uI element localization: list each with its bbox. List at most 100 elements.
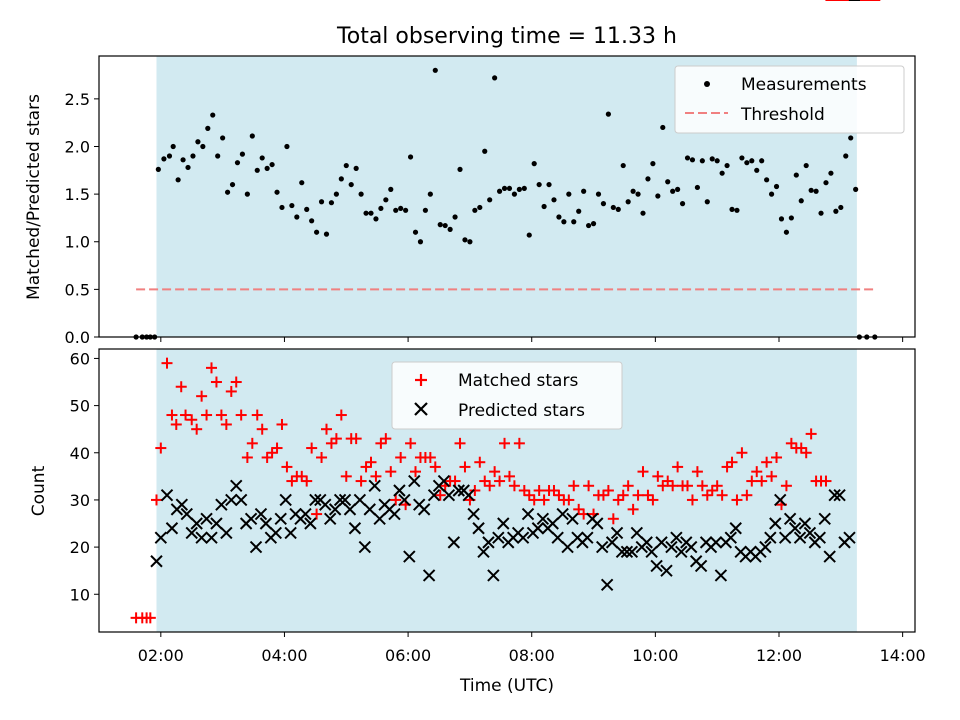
matched-star-point: [365, 456, 377, 468]
predicted-star-point: [516, 531, 530, 544]
measurement-point: [403, 207, 409, 213]
predicted-star-point: [338, 493, 352, 507]
matched-star-point: [201, 409, 213, 421]
matched-star-point: [325, 437, 337, 449]
measurement-point: [279, 204, 285, 211]
measurement-point: [764, 177, 770, 183]
measurement-point: [729, 206, 735, 212]
measurement-point: [699, 158, 705, 164]
predicted-star-point: [427, 489, 441, 502]
predicted-star-point: [551, 531, 564, 544]
predicted-star-point: [185, 526, 198, 540]
predicted-star-point: [521, 507, 535, 521]
matched-star-point: [617, 489, 629, 501]
matched-star-point: [246, 437, 258, 449]
measurement-point: [521, 185, 527, 192]
measurement-point: [576, 208, 582, 214]
measurement-point: [388, 186, 394, 192]
ratio-plot-frame: [98, 55, 916, 338]
predicted-star-point: [660, 564, 673, 577]
measurement-point: [709, 156, 715, 162]
predicted-star-point: [472, 522, 485, 535]
measurement-point: [684, 155, 691, 161]
count-y-axis-ticks: 10 20 30 40 50 60: [70, 349, 99, 604]
matched-star-point: [805, 428, 817, 440]
measurement-point: [412, 229, 419, 235]
measurement-point: [166, 153, 173, 159]
matched-star-point: [568, 480, 580, 492]
predicted-stars-legend-label: Predicted stars: [458, 401, 585, 421]
measurement-point: [759, 158, 765, 164]
predicted-star-point: [363, 503, 376, 516]
matched-star-point: [637, 466, 649, 478]
predicted-star-point: [210, 517, 223, 530]
predicted-star-point: [279, 493, 292, 507]
count-legend: Matched stars Predicted stars: [391, 361, 623, 430]
measurement-point: [689, 157, 696, 163]
measurement-point: [234, 160, 241, 166]
measurement-point: [640, 210, 646, 216]
measurement-point: [195, 139, 201, 145]
measurement-point: [828, 170, 834, 176]
measurement-point: [754, 167, 760, 173]
matched-star-point: [632, 489, 644, 501]
matched-star-point: [716, 489, 728, 501]
matched-star-point: [474, 456, 486, 468]
matched-star-point: [523, 489, 535, 501]
matched-star-point: [686, 494, 698, 506]
predicted-star-point: [150, 555, 163, 568]
matched-star-point: [186, 414, 198, 426]
matched-star-point: [256, 423, 268, 435]
predicted-star-point: [462, 489, 475, 502]
matched-star-point: [766, 470, 778, 482]
measurement-point: [269, 161, 275, 168]
measurement-point: [670, 188, 676, 194]
measurement-point: [724, 162, 730, 169]
predicted-star-point: [482, 536, 495, 549]
x-tick-label: 06:00: [385, 646, 431, 665]
measurement-points: [133, 67, 878, 340]
measurement-point: [551, 197, 557, 203]
measurement-point: [348, 181, 354, 188]
matched-star-point: [652, 470, 664, 482]
measurement-point: [323, 231, 330, 237]
predicted-star-point: [843, 531, 856, 544]
measurement-point: [744, 160, 750, 166]
matched-star-point: [241, 451, 253, 463]
matched-star-point: [215, 409, 227, 421]
matched-star-point: [469, 485, 481, 496]
measurement-point: [244, 191, 250, 197]
predicted-star-point: [274, 512, 287, 526]
predicted-star-point: [299, 507, 312, 521]
measurement-point: [333, 191, 339, 197]
predicted-star-point: [487, 569, 500, 582]
matched-star-point: [144, 612, 156, 624]
predicted-star-point: [393, 484, 406, 497]
measurement-point: [679, 201, 686, 207]
measurement-point: [655, 193, 661, 199]
predicted-star-point: [328, 503, 342, 516]
measurement-point: [482, 148, 488, 154]
measurement-point: [660, 124, 666, 131]
predicted-star-point: [645, 545, 658, 559]
predicted-stars-legend-marker: [414, 402, 428, 416]
matched-star-point: [390, 494, 402, 506]
matched-star-point: [405, 437, 417, 449]
predicted-star-point: [665, 540, 678, 554]
measurement-point: [798, 198, 804, 204]
predicted-star-point: [269, 526, 283, 540]
predicted-star-point: [373, 512, 386, 526]
predicted-star-point: [803, 526, 817, 540]
matched-star-point: [266, 447, 278, 459]
matched-star-point: [657, 480, 669, 492]
measurement-point: [393, 207, 399, 213]
predicted-star-point: [675, 545, 688, 559]
matched-star-point: [573, 503, 585, 515]
x-tick-label: 04:00: [261, 646, 307, 665]
measurement-point: [358, 191, 364, 197]
matched-star-point: [235, 409, 247, 421]
predicted-star-point: [818, 512, 831, 526]
measurement-point: [294, 214, 300, 220]
threshold-legend-label: Threshold: [740, 105, 825, 125]
predicted-star-point: [561, 540, 574, 554]
